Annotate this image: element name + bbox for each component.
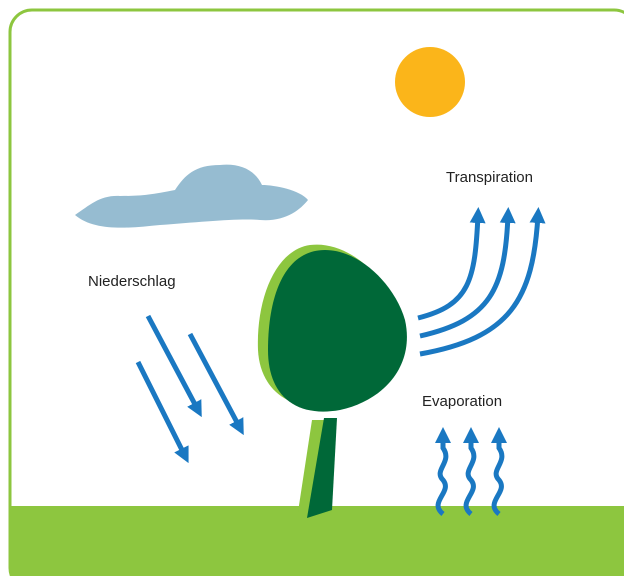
diagram: Niederschlag Transpiration Evaporation (0, 0, 624, 576)
transpiration-label: Transpiration (446, 169, 533, 186)
page: Niederschlag Transpiration Evaporation (… (0, 0, 624, 576)
ground (10, 506, 624, 576)
sun (395, 47, 465, 117)
precipitation-label: Niederschlag (88, 273, 176, 290)
evaporation-label: Evaporation (422, 393, 502, 410)
